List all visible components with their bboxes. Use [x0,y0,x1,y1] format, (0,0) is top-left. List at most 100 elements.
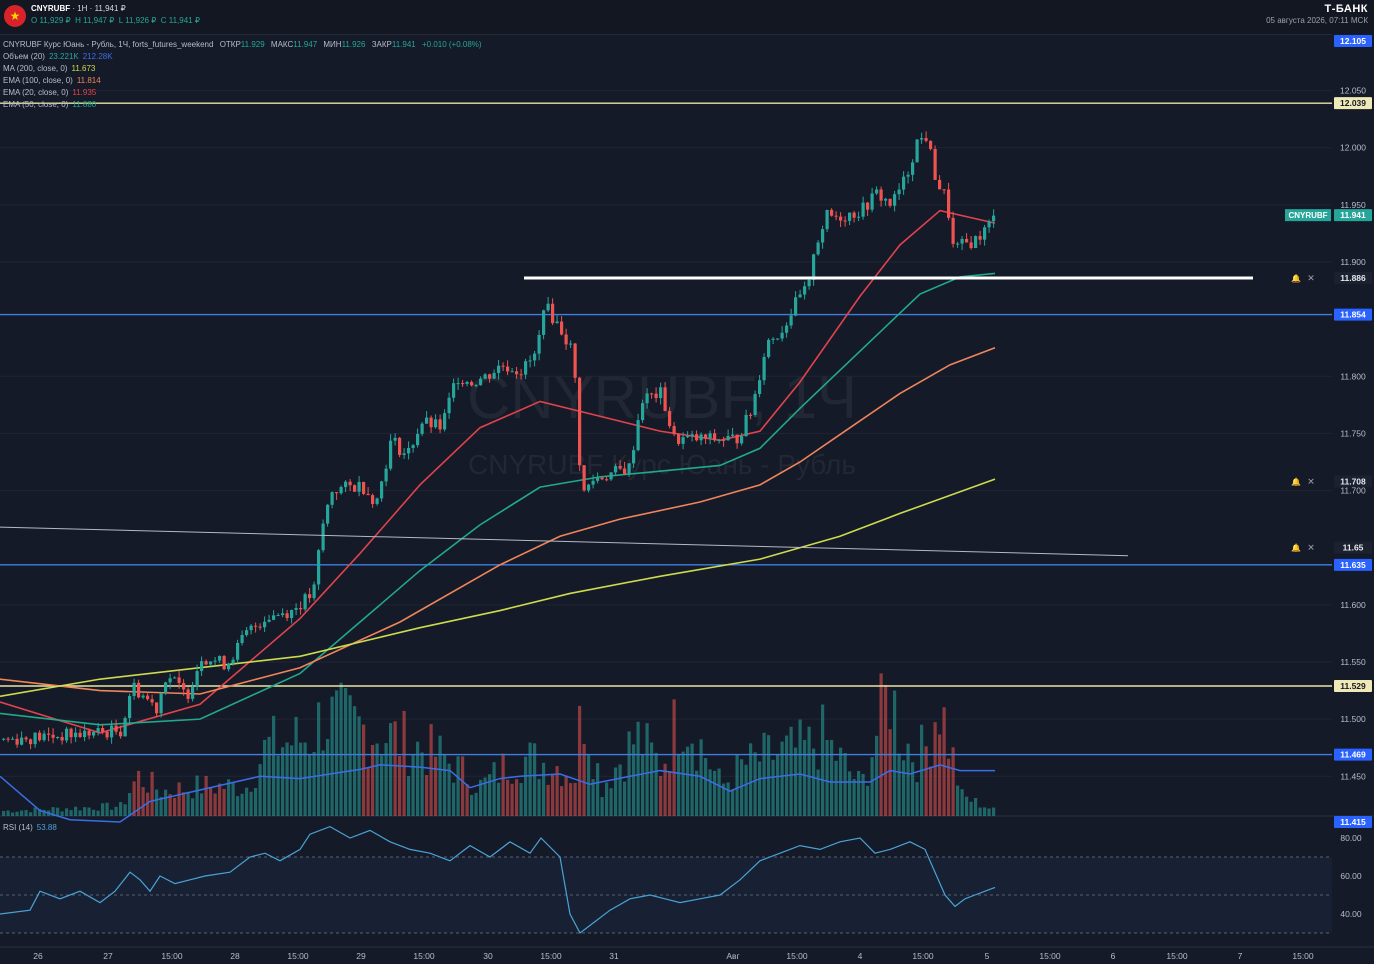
volume-bar [528,742,532,816]
volume-bar [933,722,937,816]
candle-body [357,481,361,492]
ma-line [0,478,996,698]
volume-bar [803,739,807,816]
candle-body [618,466,622,469]
candle-body [830,209,834,216]
volume-bar [15,811,19,816]
candle-body [362,481,366,494]
close-value: C 11,941 ₽ [160,16,200,25]
volume-bar [821,704,825,816]
volume-bar [186,791,190,816]
legend-ema20[interactable]: EMA (20, close, 0) 11.935 [3,88,97,97]
candle-body [429,417,433,428]
last-symbol-bg [1285,209,1331,222]
volume-bar [195,775,199,816]
candle-body [789,315,793,326]
volume-bar [938,734,942,816]
candle-body [195,671,199,687]
alert-close-icon[interactable]: ✕ [1307,477,1315,487]
volume-bar [560,786,564,816]
volume-bar [420,752,424,816]
alert-close-icon[interactable]: ✕ [1307,274,1315,284]
volume-bar [425,775,429,816]
time-tick: 6 [1111,951,1116,961]
volume-bar [150,771,154,816]
candle-body [425,417,429,424]
price-tick: 12.000 [1340,143,1366,153]
volume-bar [101,803,105,816]
legend-ema50[interactable]: EMA (50, close, 0) 11.880 [3,100,97,109]
candle-body [74,732,78,738]
price-tick: 11.550 [1340,657,1366,667]
volume-bar [654,752,658,816]
alert-close-icon[interactable]: ✕ [1307,544,1315,554]
candle-body [281,613,285,616]
candle-body [420,423,424,434]
legend-volume[interactable]: Объем (20) 23.221K 212.28K [3,52,113,61]
candle-body [231,659,235,664]
volume-bar [731,789,735,816]
volume-bar [825,739,829,816]
volume-bar [263,739,267,816]
candle-body [236,642,240,660]
candle-body [2,738,6,740]
candle-body [816,242,820,255]
candle-body [393,437,397,441]
candle-body [51,734,55,738]
candle-body [605,479,609,481]
volume-bar [69,810,73,816]
candle-body [191,686,195,699]
candle-body [645,393,649,404]
legend-main[interactable]: CNYRUBF Курс Юань - Рубль, 1Ч, forts_fut… [3,40,482,49]
candle-body [897,189,901,195]
candle-body [938,179,942,190]
symbol-title[interactable]: CNYRUBF · 1H · 11,941 ₽ [31,4,126,13]
volume-bar [483,777,487,816]
candle-body [672,426,676,435]
volume-bar [600,797,604,816]
price-tick: 11.700 [1340,486,1366,496]
legend-ma200[interactable]: MA (200, close, 0) 11.673 [3,64,96,73]
candle-body [708,433,712,439]
candle-body [564,334,568,345]
candle-body [6,738,10,740]
volume-bar [492,762,496,816]
time-axis[interactable]: 26 27 15:00 28 15:00 29 15:00 30 15:00 31 Авг 15:00… [0,946,1374,961]
candle-body [780,332,784,339]
candle-body [114,725,118,732]
volume-bar [650,742,654,816]
volume-bar [362,724,366,816]
volume-bar [209,787,213,816]
legend-ema100[interactable]: EMA (100, close, 0) 11.814 [3,76,101,85]
candle-body [798,294,802,298]
candle-body [339,487,343,494]
candle-body [758,380,762,394]
volume-bar [668,770,672,816]
volume-bar [398,756,402,816]
volume-bar [371,744,375,816]
volume-bar [942,707,946,816]
bottom-price-label-bg [1334,816,1372,828]
candle-body [659,387,663,399]
volume-bar [227,779,231,816]
rsi-line [0,825,996,934]
price-axis[interactable]: 12.050 12.000 11.950 11.900 11.800 11.750 11.7… [1285,34,1374,828]
price-chart[interactable]: CNYRUBF, 1Ч CNYRUBF Курс Юань - Рубль 12… [0,34,1374,964]
time-tick: 27 [103,951,113,961]
volume-bar [380,755,384,816]
rsi-tick: 40.00 [1340,909,1362,919]
volume-bar [834,760,838,816]
volume-bar [924,746,928,816]
volume-bar [704,757,708,816]
candle-body [978,236,982,240]
volume-bar [672,699,676,816]
volume-bar [330,696,334,816]
moving-averages [0,209,996,734]
candle-body [992,215,996,222]
candle-body [951,217,955,244]
volume-bar [164,789,168,816]
candle-body [879,189,883,201]
candle-body [884,198,888,201]
candle-body [915,139,919,163]
candle-body [137,682,141,698]
